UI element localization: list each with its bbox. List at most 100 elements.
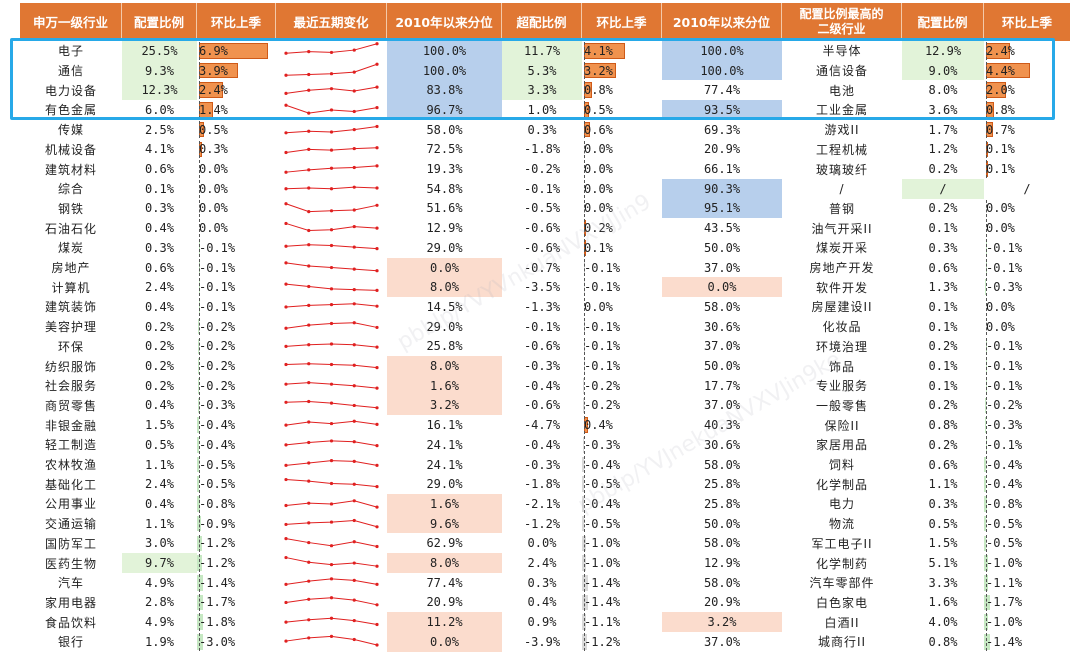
sparkline-point xyxy=(375,62,379,66)
decrease-bar xyxy=(984,476,986,493)
change-value: 0.6% xyxy=(584,122,613,137)
header-industry: 申万一级行业 xyxy=(20,3,122,41)
industry-name: 环保 xyxy=(57,339,84,354)
overweight-value: -0.1% xyxy=(523,319,561,334)
change-value: 6.9% xyxy=(199,43,228,58)
sub-weight-change: -1.7% xyxy=(984,593,1070,613)
sparkline-point xyxy=(329,148,334,152)
sparkline-point xyxy=(352,321,356,325)
subindustry-name: 家居用品 xyxy=(815,438,868,453)
sparkline-point xyxy=(307,88,311,92)
change-value: 0.0% xyxy=(584,142,613,157)
subindustry-name: 白酒II xyxy=(824,615,860,630)
weight-percentile: 83.8% xyxy=(387,80,502,101)
sparkline-point xyxy=(352,598,356,602)
weight-value: 0.2% xyxy=(145,319,174,334)
sparkline-point xyxy=(284,326,288,330)
sparkline-point xyxy=(375,325,379,330)
industry-name: 银行 xyxy=(57,635,84,650)
industry-name: 建筑装饰 xyxy=(44,300,97,315)
weight-change: -0.1% xyxy=(197,277,276,297)
overweight-change: -1.4% xyxy=(582,593,662,613)
decrease-bar xyxy=(582,496,584,512)
change-value: -0.5% xyxy=(986,536,1023,551)
zero-axis xyxy=(986,42,987,60)
weight-change: 0.5% xyxy=(197,120,276,140)
change-value: 2.0% xyxy=(986,83,1015,98)
sparkline-point xyxy=(307,560,311,564)
weight-change: -1.8% xyxy=(197,612,276,632)
sub-weight-change: -0.3% xyxy=(984,415,1070,435)
sparkline-point xyxy=(307,72,311,77)
decrease-bar xyxy=(197,397,199,414)
overweight-percentile: 50.0% xyxy=(703,516,741,531)
subindustry-name: 饰品 xyxy=(828,359,855,374)
sparkline-point xyxy=(352,403,356,408)
change-value: -0.1% xyxy=(584,359,621,374)
weight-change: -0.4% xyxy=(197,415,276,435)
weight-value: 0.3% xyxy=(145,201,174,216)
decrease-bar xyxy=(984,594,990,611)
sparkline-point xyxy=(329,265,334,270)
zero-axis xyxy=(584,475,585,494)
overweight-percentile: 3.2% xyxy=(662,612,782,632)
zero-axis xyxy=(986,475,987,494)
weight-percentile: 12.9% xyxy=(426,221,463,236)
overweight-percentile: 66.1% xyxy=(703,162,741,177)
overweight-value: -2.1% xyxy=(523,496,561,511)
overweight-percentile: 95.1% xyxy=(662,198,782,219)
sparkline-point xyxy=(375,85,379,89)
sub-weight-value: 0.2% xyxy=(928,201,958,216)
overweight-percentile: 12.9% xyxy=(703,556,741,571)
sub-weight-change: 0.0% xyxy=(984,199,1070,219)
decrease-bar xyxy=(984,496,988,512)
change-value: -0.3% xyxy=(584,437,621,452)
decrease-bar xyxy=(984,515,986,532)
sparkline-point xyxy=(307,209,311,214)
sparkline-point xyxy=(329,187,334,191)
subindustry-name: 饲料 xyxy=(828,458,855,473)
change-value: -0.1% xyxy=(199,299,236,314)
overweight-change: -0.3% xyxy=(582,435,662,455)
overweight-value: 5.3% xyxy=(502,60,582,81)
subindustry-name: 一般零售 xyxy=(815,398,868,413)
sparkline-point xyxy=(307,111,311,115)
weight-change: -0.3% xyxy=(197,396,276,416)
sparkline-point xyxy=(352,459,356,464)
overweight-percentile: 50.0% xyxy=(703,359,741,374)
sparkline-point xyxy=(375,146,379,150)
change-value: -1.2% xyxy=(199,536,236,551)
weight-value: 25.5% xyxy=(122,41,197,61)
sparkline-point xyxy=(307,501,311,505)
subindustry-name: 电池 xyxy=(828,83,855,98)
overweight-value: 0.0% xyxy=(527,536,557,551)
industry-name: 通信 xyxy=(57,64,84,79)
weight-value: 6.0% xyxy=(145,102,174,117)
weight-percentile: 77.4% xyxy=(426,575,463,590)
sparkline-point xyxy=(352,540,356,544)
overweight-value: -1.3% xyxy=(523,299,561,314)
zero-axis xyxy=(584,199,585,218)
overweight-change: -1.1% xyxy=(582,612,662,632)
industry-name: 非银金融 xyxy=(44,418,97,433)
zero-axis xyxy=(584,179,585,198)
overweight-percentile: 58.0% xyxy=(703,299,741,314)
sub-weight-value: 8.0% xyxy=(928,83,958,98)
overweight-value: -0.2% xyxy=(523,162,561,177)
zero-axis xyxy=(986,61,987,80)
overweight-value: -0.3% xyxy=(523,457,561,472)
sub-weight-change: -0.5% xyxy=(984,514,1070,534)
change-value: 0.1% xyxy=(584,240,613,255)
weight-change: -1.7% xyxy=(197,593,276,613)
change-value: 0.4% xyxy=(584,418,613,433)
zero-axis xyxy=(199,534,200,553)
zero-axis xyxy=(199,258,200,277)
overweight-change: 0.4% xyxy=(582,415,662,435)
overweight-value: -1.8% xyxy=(523,142,561,157)
header-top-subindustry: 配置比例最高的 二级行业 xyxy=(782,3,902,41)
zero-axis xyxy=(584,219,585,237)
sub-weight-change: 0.0% xyxy=(984,317,1070,337)
weight-change: -0.2% xyxy=(197,337,276,357)
change-value: 0.5% xyxy=(199,122,228,137)
subindustry-name: 游戏II xyxy=(824,123,860,138)
